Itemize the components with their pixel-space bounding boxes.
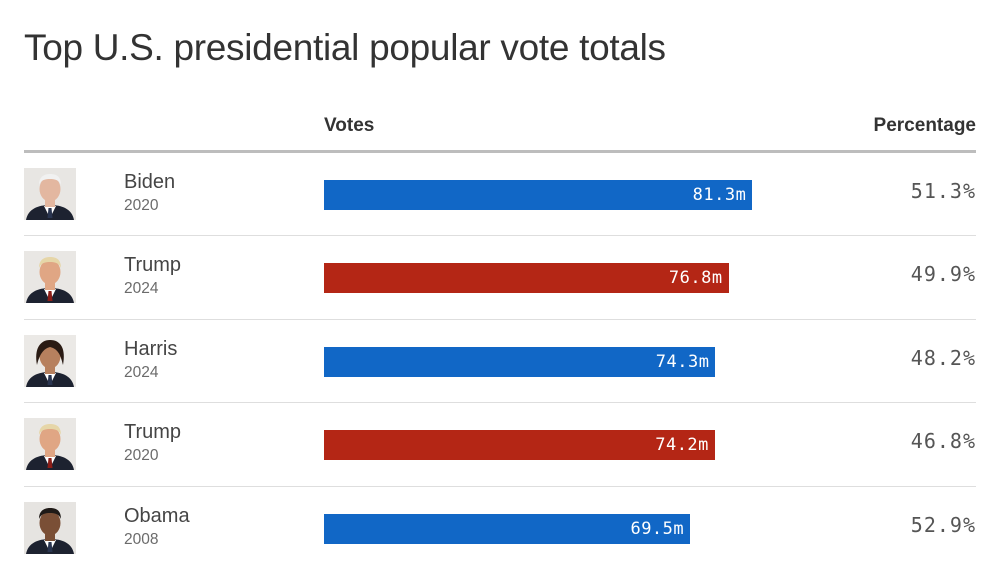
candidate-name: Biden	[124, 171, 176, 193]
election-year: 2008	[124, 530, 159, 548]
table-row: Harris 2024 74.3m 48.2%	[24, 320, 976, 404]
header-divider	[24, 150, 976, 153]
vote-bar: 76.8m	[324, 263, 729, 294]
vote-total-label: 69.5m	[630, 518, 685, 539]
table-row: Trump 2020 74.2m 46.8%	[24, 403, 976, 487]
biden-portrait	[24, 168, 76, 220]
election-year: 2020	[124, 447, 159, 465]
trump-portrait	[24, 418, 76, 471]
votes-column-header: Votes	[324, 115, 375, 136]
vote-percentage: 52.9%	[910, 512, 976, 537]
harris-portrait	[24, 334, 76, 387]
vote-bar: 81.3m	[324, 180, 753, 210]
vote-percentage: 46.8%	[910, 429, 976, 454]
vote-bar: 74.2m	[324, 430, 715, 461]
candidate-name: Harris	[124, 337, 178, 360]
election-year: 2024	[124, 280, 159, 298]
election-year: 2020	[124, 197, 159, 214]
obama-portrait	[24, 501, 76, 554]
election-year: 2024	[124, 363, 159, 381]
table-row: Obama 2008 69.5m 52.9%	[24, 487, 976, 570]
vote-percentage: 51.3%	[910, 179, 976, 203]
vote-total-label: 74.2m	[655, 435, 709, 456]
candidate-name: Trump	[124, 254, 182, 277]
vote-total-label: 81.3m	[692, 185, 747, 205]
candidate-name: Obama	[124, 504, 190, 527]
table-row: Biden 2020 81.3m 51.3%	[24, 153, 976, 237]
percentage-column-header: Percentage	[873, 115, 976, 136]
vote-percentage: 48.2%	[910, 345, 976, 370]
vote-table: Biden 2020 81.3m 51.3% Trump 2024 76.8m 49.9% Ha…	[24, 153, 976, 570]
candidate-name: Trump	[124, 421, 182, 444]
vote-bar: 69.5m	[324, 513, 691, 544]
table-row: Trump 2024 76.8m 49.9%	[24, 236, 976, 320]
vote-total-label: 74.3m	[655, 351, 710, 372]
vote-total-label: 76.8m	[668, 268, 723, 289]
chart-title: Top U.S. presidential popular vote total…	[24, 27, 666, 68]
vote-percentage: 49.9%	[910, 262, 976, 287]
vote-bar: 74.3m	[324, 346, 716, 377]
trump-portrait	[24, 251, 76, 304]
